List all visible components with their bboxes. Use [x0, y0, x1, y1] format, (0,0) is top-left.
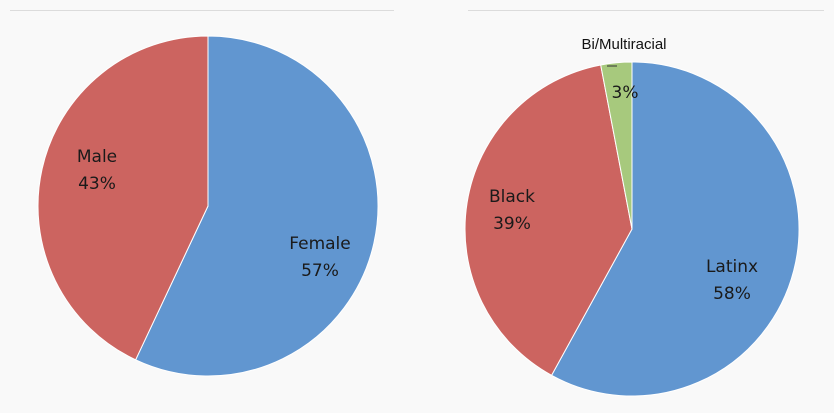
pie-slice-female	[134, 35, 379, 377]
pie-chart-race: Latinx 58% Black 39% Bi/Multiracial 3%	[464, 36, 800, 397]
slice-label-black: Black	[489, 187, 535, 207]
slice-value-black: 39%	[493, 214, 531, 234]
pie-slice-latinx	[550, 61, 800, 397]
top-divider-right	[468, 10, 824, 11]
pie-slice-bi-multiracial	[600, 61, 633, 230]
slice-value-latinx: 58%	[713, 284, 751, 304]
slice-label-bi-multiracial: Bi/Multiracial	[581, 36, 666, 53]
slice-label-female: Female	[289, 234, 350, 254]
slice-label-latinx: Latinx	[706, 257, 758, 277]
slice-value-male: 43%	[78, 174, 116, 194]
pie-slice-male	[37, 35, 209, 361]
pie-slice-black	[464, 64, 633, 377]
top-divider-left	[10, 10, 394, 11]
slice-label-male: Male	[77, 147, 117, 167]
slice-value-bi-multiracial: 3%	[612, 83, 639, 103]
pie-chart-gender: Female 57% Male 43%	[37, 35, 379, 377]
slice-value-female: 57%	[301, 261, 339, 281]
